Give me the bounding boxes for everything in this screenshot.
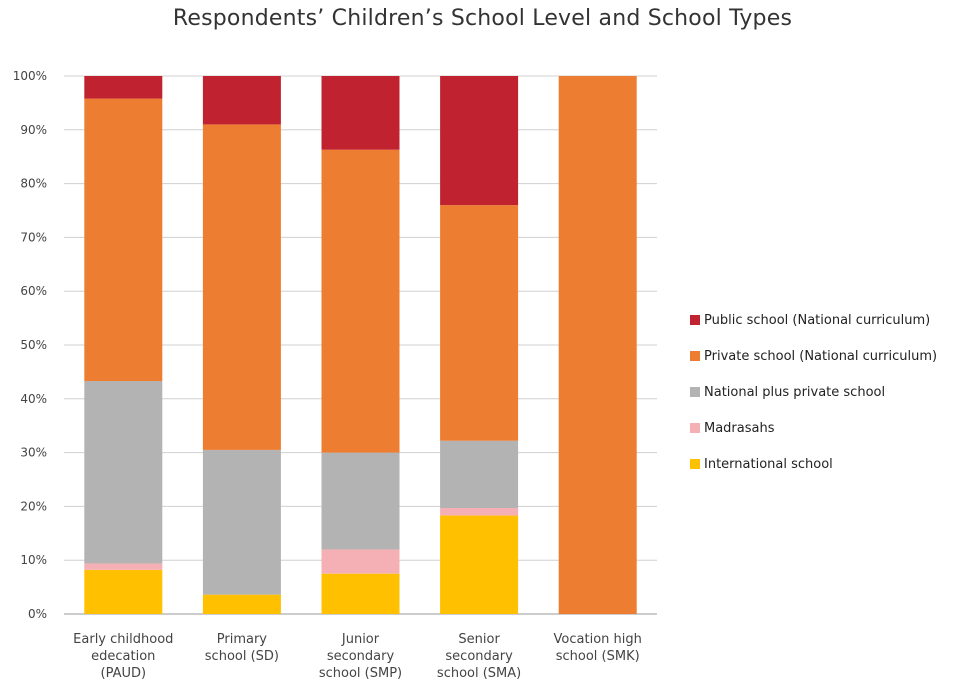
- y-tick-label: 30%: [20, 446, 47, 460]
- x-category-label: school (SD): [205, 649, 279, 664]
- chart-title: Respondents’ Children’s School Level and…: [172, 6, 793, 31]
- bar-segment: [202, 449, 281, 595]
- legend-item: International school: [690, 446, 937, 482]
- bar-segment: [321, 549, 400, 574]
- legend-item: National plus private school: [690, 374, 937, 410]
- x-category-label: (PAUD): [101, 666, 147, 681]
- legend-label: Madrasahs: [704, 420, 775, 436]
- bar-segment: [84, 76, 163, 99]
- legend-label: Public school (National curriculum): [704, 312, 931, 328]
- x-category-label: Vocation high: [554, 632, 642, 647]
- x-category-label: school (SMA): [437, 666, 521, 681]
- bar-segment: [558, 76, 637, 614]
- bar-segment: [321, 76, 400, 150]
- bar-segment: [440, 440, 519, 509]
- x-category-label: Primary: [217, 632, 268, 647]
- legend-swatch: [690, 387, 700, 397]
- y-tick-label: 40%: [20, 392, 47, 406]
- bar-segment: [440, 205, 519, 441]
- bar-segment: [321, 573, 400, 614]
- legend-swatch: [690, 459, 700, 469]
- x-category-label: school (SMK): [556, 649, 640, 664]
- x-category-label: edecation: [91, 649, 155, 664]
- bar-segment: [202, 124, 281, 450]
- y-tick-label: 10%: [20, 553, 47, 567]
- legend-label: Private school (National curriculum): [704, 348, 938, 364]
- legend-swatch: [690, 315, 700, 325]
- bar-segment: [440, 515, 519, 614]
- bar-segment: [84, 569, 163, 614]
- x-category-label: secondary: [327, 649, 395, 664]
- legend-label: International school: [704, 456, 833, 472]
- x-category-label: Junior: [341, 632, 380, 647]
- legend-item: Public school (National curriculum): [690, 302, 937, 338]
- legend-label: National plus private school: [704, 384, 886, 400]
- bar-segment: [202, 594, 281, 614]
- legend-item: Private school (National curriculum): [690, 338, 937, 374]
- y-tick-label: 60%: [20, 284, 47, 298]
- chart-legend: Public school (National curriculum) Priva…: [690, 302, 937, 482]
- bar-segment: [84, 563, 163, 570]
- x-category-label: Senior: [458, 632, 500, 647]
- y-tick-label: 70%: [20, 230, 47, 244]
- bar-segment: [321, 452, 400, 550]
- bar-segment: [440, 508, 519, 516]
- bar-segment: [321, 149, 400, 453]
- bar-segment: [84, 381, 163, 564]
- bar-segment: [202, 76, 281, 125]
- x-category-label: secondary: [445, 649, 513, 664]
- y-tick-label: 20%: [20, 499, 47, 513]
- y-tick-label: 50%: [20, 338, 47, 352]
- y-tick-label: 90%: [20, 123, 47, 137]
- bar-segment: [84, 98, 163, 382]
- x-category-label: Early childhood: [73, 632, 173, 647]
- x-category-label: school (SMP): [319, 666, 402, 681]
- bar-segment: [440, 76, 519, 206]
- y-tick-label: 100%: [13, 69, 47, 83]
- y-tick-label: 0%: [28, 607, 47, 621]
- legend-swatch: [690, 423, 700, 433]
- legend-item: Madrasahs: [690, 410, 937, 446]
- legend-swatch: [690, 351, 700, 361]
- y-tick-label: 80%: [20, 177, 47, 191]
